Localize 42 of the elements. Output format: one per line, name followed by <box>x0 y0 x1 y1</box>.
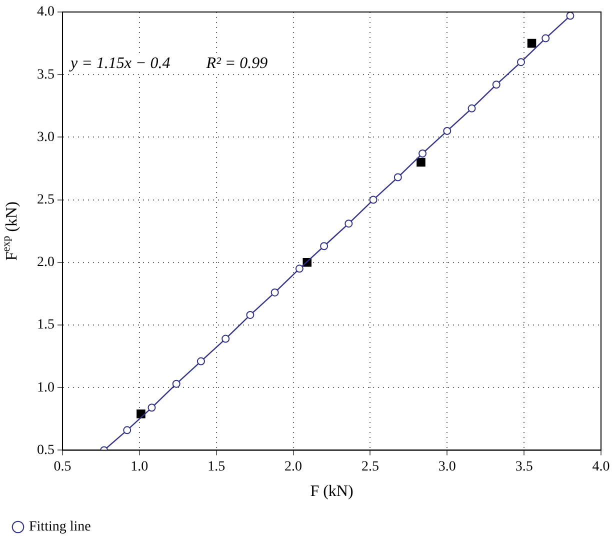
point <box>443 126 452 135</box>
y-tick-label: 2.5 <box>37 192 54 208</box>
x-tick-label: 1.5 <box>208 459 226 474</box>
point <box>566 12 574 20</box>
point <box>369 196 378 204</box>
x-tick-label: 4.0 <box>592 459 610 474</box>
y-tick-label: 1.5 <box>37 318 54 333</box>
point <box>148 404 156 412</box>
point <box>270 288 279 296</box>
point <box>492 80 500 89</box>
point <box>542 34 550 42</box>
y-tick-label: 4.0 <box>37 4 54 20</box>
point <box>222 334 230 343</box>
x-tick-label: 3.5 <box>515 459 533 474</box>
x-tick-label: 3.0 <box>438 459 456 474</box>
point <box>344 220 353 228</box>
x-tick-label: 2.5 <box>361 459 379 474</box>
point <box>418 149 427 158</box>
point <box>172 380 180 388</box>
point <box>416 158 426 167</box>
y-tick-label: 3.0 <box>37 130 54 145</box>
point <box>295 264 304 273</box>
point <box>320 242 328 250</box>
annotation: R² = 0.99 <box>205 55 268 72</box>
legend-label: Fitting line <box>29 520 91 535</box>
point <box>468 104 476 112</box>
annotation: y = 1.15x − 0.4 <box>68 55 170 72</box>
point <box>246 310 254 319</box>
x-tick-label: 1.0 <box>130 459 148 474</box>
point <box>394 173 402 182</box>
y-tick-label: 1.0 <box>37 380 54 396</box>
point <box>196 357 205 366</box>
point <box>516 58 525 66</box>
y-tick-label: 2.0 <box>37 255 54 270</box>
x-tick-label: 2.0 <box>284 459 302 474</box>
x-axis-title: F (kN) <box>310 483 354 500</box>
y-tick-label: 0.5 <box>37 442 54 458</box>
point <box>123 426 132 434</box>
x-tick-label: 0.5 <box>54 459 72 474</box>
y-tick-label: 3.5 <box>37 67 54 82</box>
y-axis-title: Fexp (kN) <box>0 202 20 261</box>
point <box>527 38 536 48</box>
